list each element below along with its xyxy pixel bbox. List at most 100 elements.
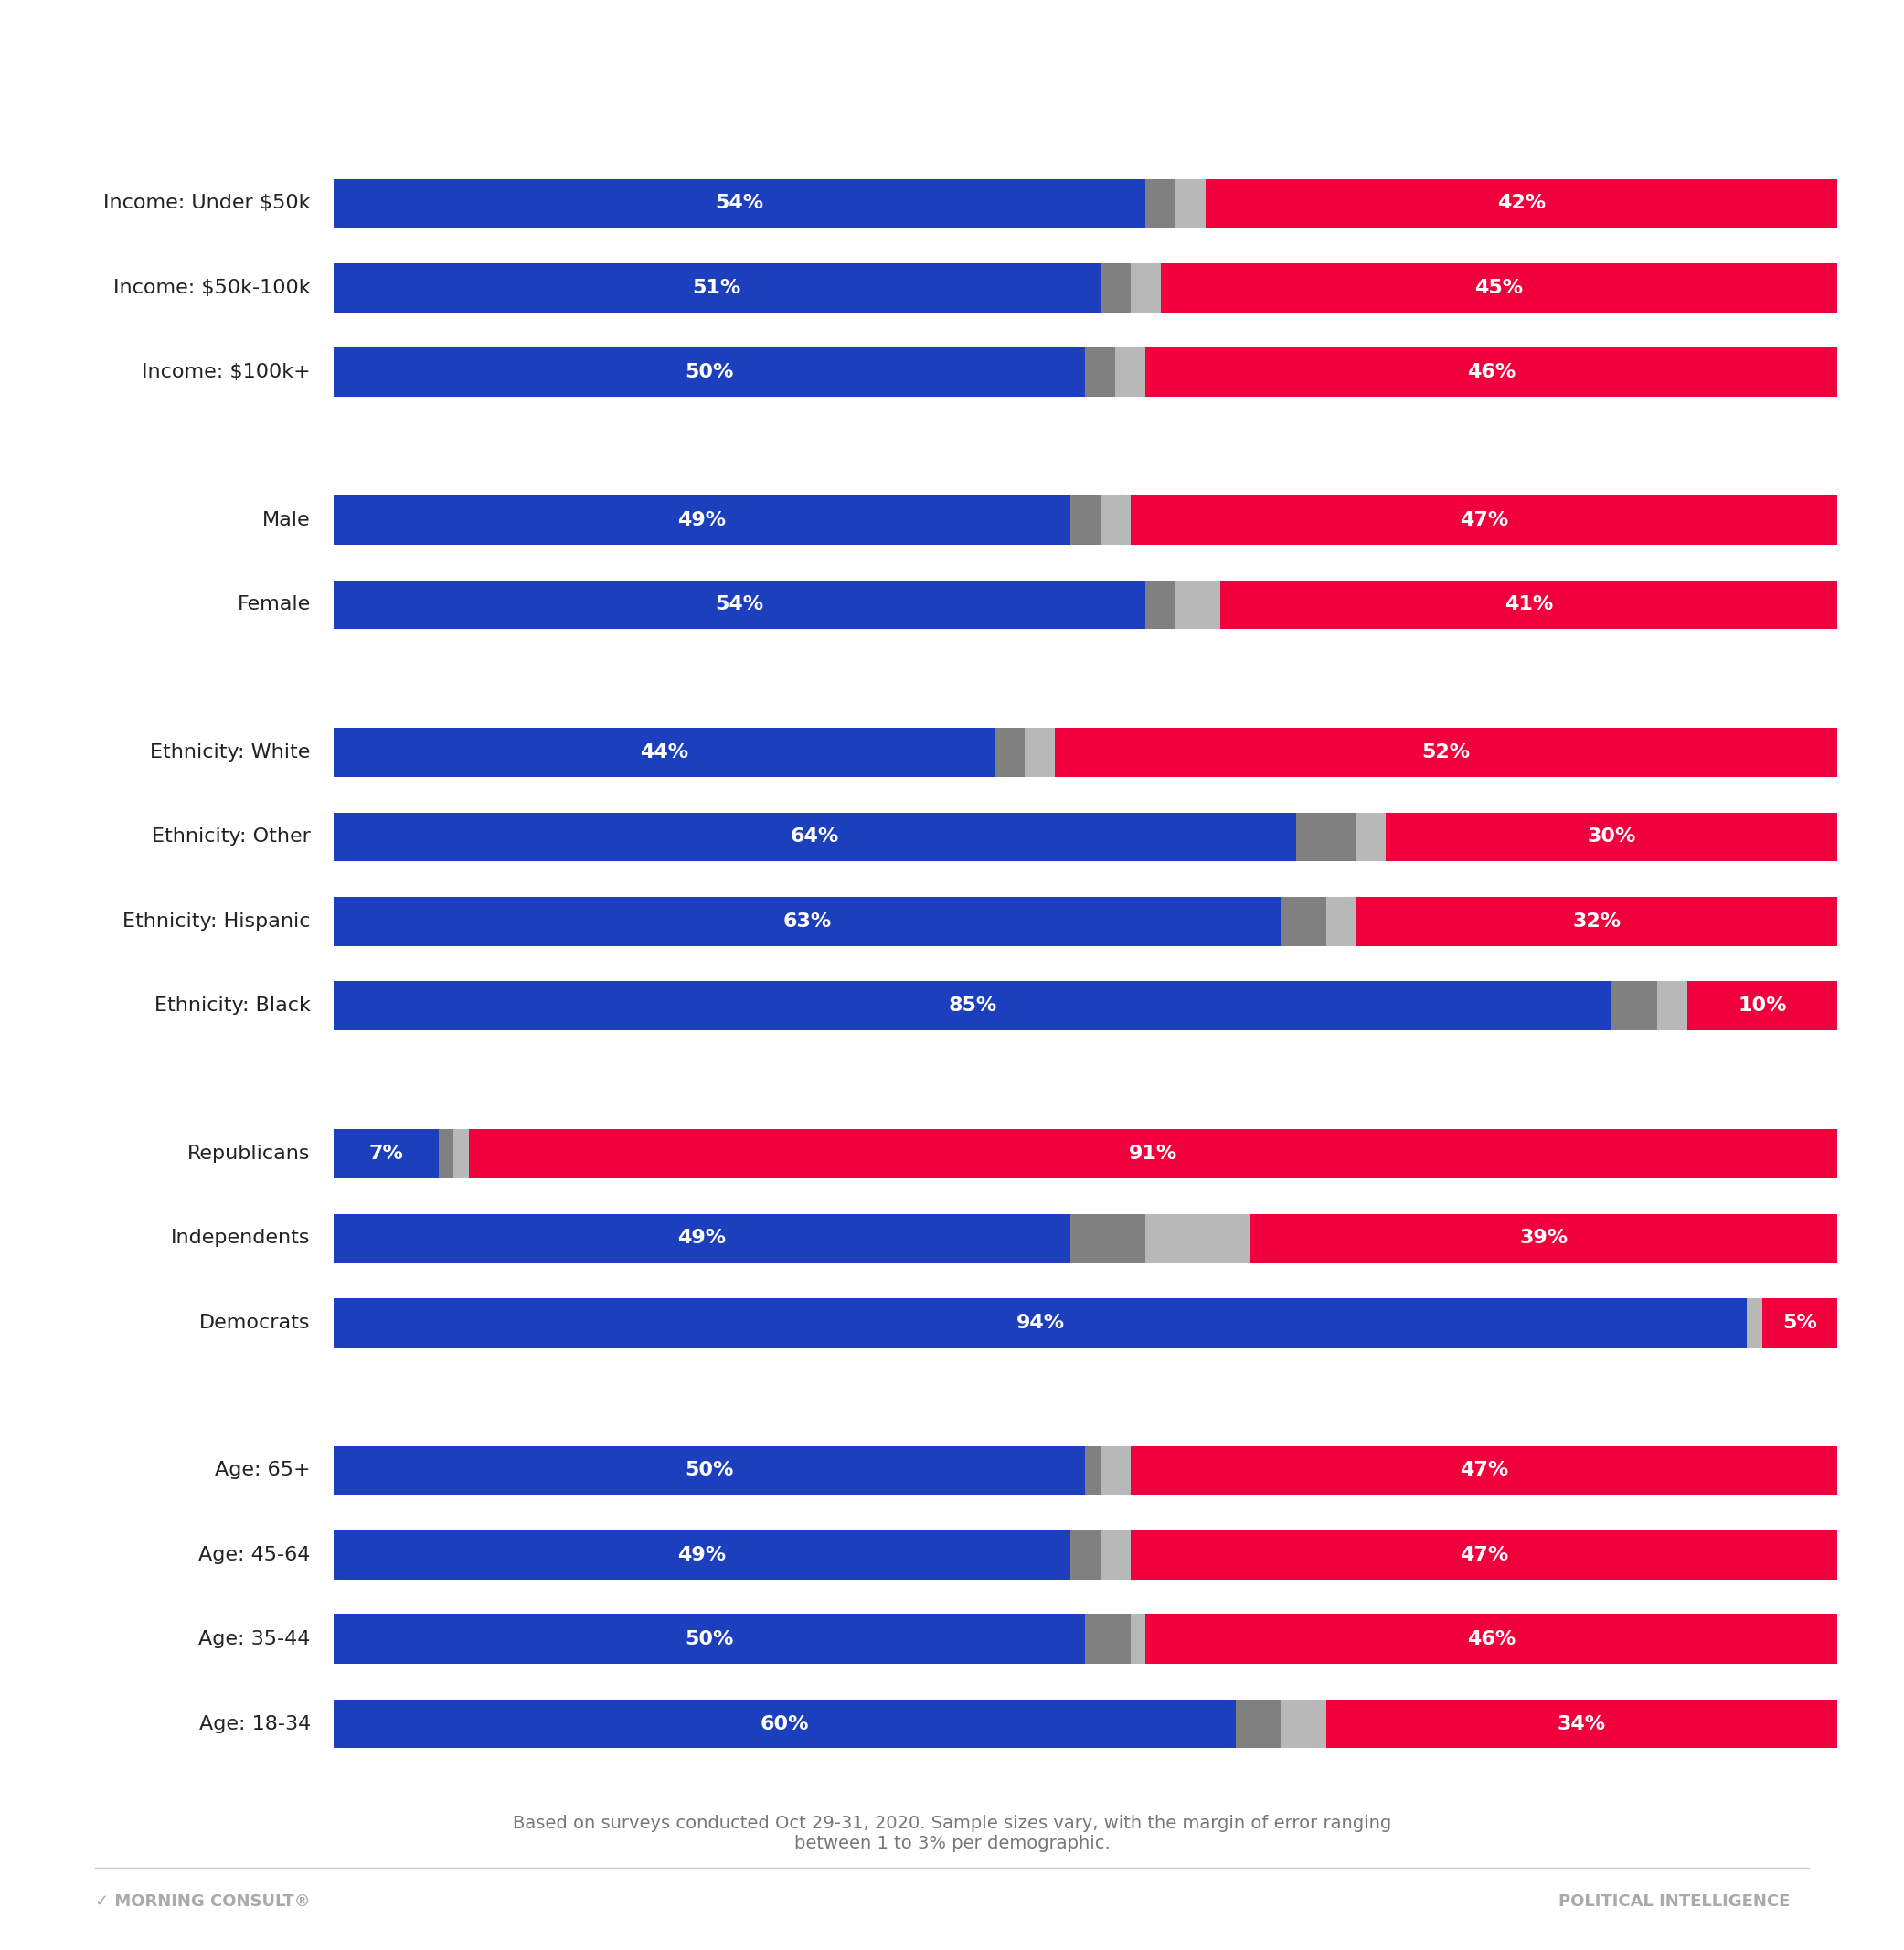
Bar — [1146, 347, 1837, 398]
Text: 50%: 50% — [685, 363, 733, 382]
Bar — [1325, 897, 1356, 946]
Text: 49%: 49% — [678, 1228, 725, 1248]
Bar — [1146, 1213, 1251, 1264]
Text: Republicans: Republicans — [188, 1145, 310, 1162]
Text: Ethnicity: Hispanic: Ethnicity: Hispanic — [122, 913, 310, 930]
Text: 94%: 94% — [1017, 1314, 1064, 1332]
Text: 47%: 47% — [1460, 511, 1508, 528]
Text: 47%: 47% — [1460, 1461, 1508, 1480]
Bar — [1356, 897, 1837, 946]
Text: Independents: Independents — [171, 1228, 310, 1248]
Bar — [1131, 1615, 1146, 1663]
Bar — [333, 1531, 1070, 1580]
Bar — [1761, 1299, 1837, 1347]
Text: 7%: 7% — [369, 1145, 404, 1162]
Bar — [1085, 1615, 1131, 1663]
Text: 91%: 91% — [1129, 1145, 1177, 1162]
Text: Age: 45-64: Age: 45-64 — [198, 1546, 310, 1564]
Text: 30%: 30% — [1588, 827, 1636, 846]
Bar — [996, 727, 1024, 776]
Text: Age: 65+: Age: 65+ — [215, 1461, 310, 1480]
Text: 39%: 39% — [1519, 1228, 1569, 1248]
Bar — [333, 179, 1146, 228]
Bar — [1070, 1213, 1146, 1264]
Text: Ethnicity: Other: Ethnicity: Other — [152, 827, 310, 846]
Bar — [1146, 179, 1175, 228]
Text: Female: Female — [238, 595, 310, 614]
Text: 44%: 44% — [640, 743, 689, 762]
Bar — [333, 1129, 438, 1178]
Bar — [438, 1129, 453, 1178]
Bar — [1297, 813, 1356, 862]
Text: 85%: 85% — [948, 996, 998, 1016]
Bar — [1131, 1531, 1837, 1580]
Text: 47%: 47% — [1460, 1546, 1508, 1564]
Text: 60%: 60% — [760, 1714, 809, 1734]
Bar — [1024, 727, 1055, 776]
Bar — [333, 1615, 1085, 1663]
Text: 54%: 54% — [716, 595, 764, 614]
Text: 63%: 63% — [783, 913, 832, 930]
Bar — [333, 1698, 1236, 1749]
Bar — [1055, 727, 1837, 776]
Bar — [333, 897, 1281, 946]
Text: Ethnicity: Black: Ethnicity: Black — [154, 996, 310, 1016]
Text: 54%: 54% — [716, 195, 764, 213]
Bar — [333, 1445, 1085, 1496]
Bar — [1131, 495, 1837, 544]
Text: 34%: 34% — [1557, 1714, 1605, 1734]
Text: Income: $50k-100k: Income: $50k-100k — [114, 279, 310, 296]
Bar — [1205, 179, 1837, 228]
Text: Democrats: Democrats — [200, 1314, 310, 1332]
Bar — [1175, 179, 1205, 228]
Bar — [1146, 581, 1175, 630]
Bar — [1281, 897, 1325, 946]
Text: 46%: 46% — [1468, 363, 1516, 382]
Bar — [333, 813, 1297, 862]
Text: 49%: 49% — [678, 511, 725, 528]
Bar — [333, 263, 1101, 312]
Bar — [1236, 1698, 1281, 1749]
Text: 10%: 10% — [1738, 996, 1786, 1016]
Text: 50%: 50% — [685, 1461, 733, 1480]
Text: ✓ MORNING CONSULT®: ✓ MORNING CONSULT® — [95, 1893, 310, 1909]
Text: Ethnicity: White: Ethnicity: White — [150, 743, 310, 762]
Bar — [333, 1299, 1748, 1347]
Bar — [1131, 1445, 1837, 1496]
Bar — [333, 727, 996, 776]
Bar — [333, 495, 1070, 544]
Bar — [1085, 347, 1116, 398]
Bar — [1656, 981, 1687, 1030]
Text: Income: Under $50k: Income: Under $50k — [103, 195, 310, 213]
Text: 46%: 46% — [1468, 1630, 1516, 1648]
Bar — [1085, 1445, 1101, 1496]
Text: 45%: 45% — [1474, 279, 1523, 296]
Text: 52%: 52% — [1422, 743, 1470, 762]
Bar — [453, 1129, 468, 1178]
Bar — [1611, 981, 1656, 1030]
Bar — [1175, 581, 1220, 630]
Text: 41%: 41% — [1504, 595, 1554, 614]
Bar — [1220, 581, 1837, 630]
Text: Age: 35-44: Age: 35-44 — [198, 1630, 310, 1648]
Bar — [1116, 347, 1146, 398]
Bar — [1325, 1698, 1837, 1749]
Text: Based on surveys conducted Oct 29-31, 2020. Sample sizes vary, with the margin o: Based on surveys conducted Oct 29-31, 20… — [512, 1814, 1392, 1852]
Bar — [1070, 495, 1101, 544]
Bar — [1101, 1445, 1131, 1496]
Bar — [333, 347, 1085, 398]
Text: 49%: 49% — [678, 1546, 725, 1564]
Bar — [1687, 981, 1837, 1030]
Bar — [1748, 1299, 1761, 1347]
Text: Age: 18-34: Age: 18-34 — [198, 1714, 310, 1734]
Text: 50%: 50% — [685, 1630, 733, 1648]
Bar — [333, 1213, 1070, 1264]
Text: 64%: 64% — [790, 827, 840, 846]
Bar — [333, 581, 1146, 630]
Text: 42%: 42% — [1497, 195, 1546, 213]
Bar — [1101, 495, 1131, 544]
Bar — [1146, 1615, 1837, 1663]
Text: 5%: 5% — [1782, 1314, 1816, 1332]
Bar — [333, 981, 1611, 1030]
Bar — [1101, 1531, 1131, 1580]
